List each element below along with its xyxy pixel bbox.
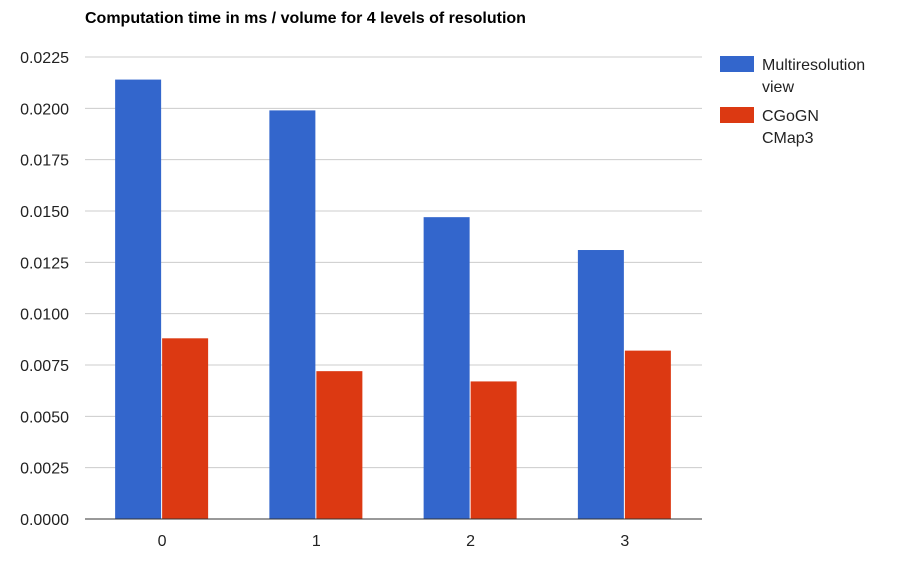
bars [115, 79, 671, 520]
bar-multiresolution-view-1 [269, 110, 316, 520]
x-tick-label: 1 [312, 533, 321, 550]
bar-cgogn-cmap3-3 [624, 350, 671, 519]
y-tick-label: 0.0000 [20, 512, 69, 529]
y-tick-label: 0.0025 [20, 461, 69, 478]
y-axis-ticks: 0.0000 0.0025 0.0050 0.0075 0.0100 0.0125 0.01… [20, 50, 69, 529]
bar-multiresolution-view-2 [423, 217, 470, 519]
x-axis-ticks: 0 1 2 3 [158, 533, 630, 550]
y-tick-label: 0.0200 [20, 101, 69, 118]
bar-cgogn-cmap3-0 [162, 338, 209, 519]
y-tick-label: 0.0050 [20, 409, 69, 426]
y-tick-label: 0.0225 [20, 50, 69, 67]
x-tick-label: 3 [620, 533, 629, 550]
y-tick-label: 0.0075 [20, 358, 69, 375]
bar-cgogn-cmap3-2 [470, 381, 517, 519]
y-tick-label: 0.0100 [20, 307, 69, 324]
legend-swatch [720, 56, 754, 72]
bar-multiresolution-view-0 [115, 79, 162, 519]
y-tick-label: 0.0175 [20, 153, 69, 170]
legend-label: Multiresolution [762, 57, 865, 74]
legend-label: view [762, 79, 794, 96]
chart-title: Computation time in ms / volume for 4 le… [85, 10, 526, 27]
bar-cgogn-cmap3-1 [316, 371, 363, 519]
x-tick-label: 0 [158, 533, 167, 550]
legend-label: CMap3 [762, 130, 814, 147]
y-tick-label: 0.0150 [20, 204, 69, 221]
bar-multiresolution-view-3 [577, 250, 624, 519]
legend-swatch [720, 107, 754, 123]
legend: Multiresolution view CGoGN CMap3 [720, 56, 865, 147]
y-tick-label: 0.0125 [20, 255, 69, 272]
legend-label: CGoGN [762, 108, 819, 125]
x-tick-label: 2 [466, 533, 475, 550]
